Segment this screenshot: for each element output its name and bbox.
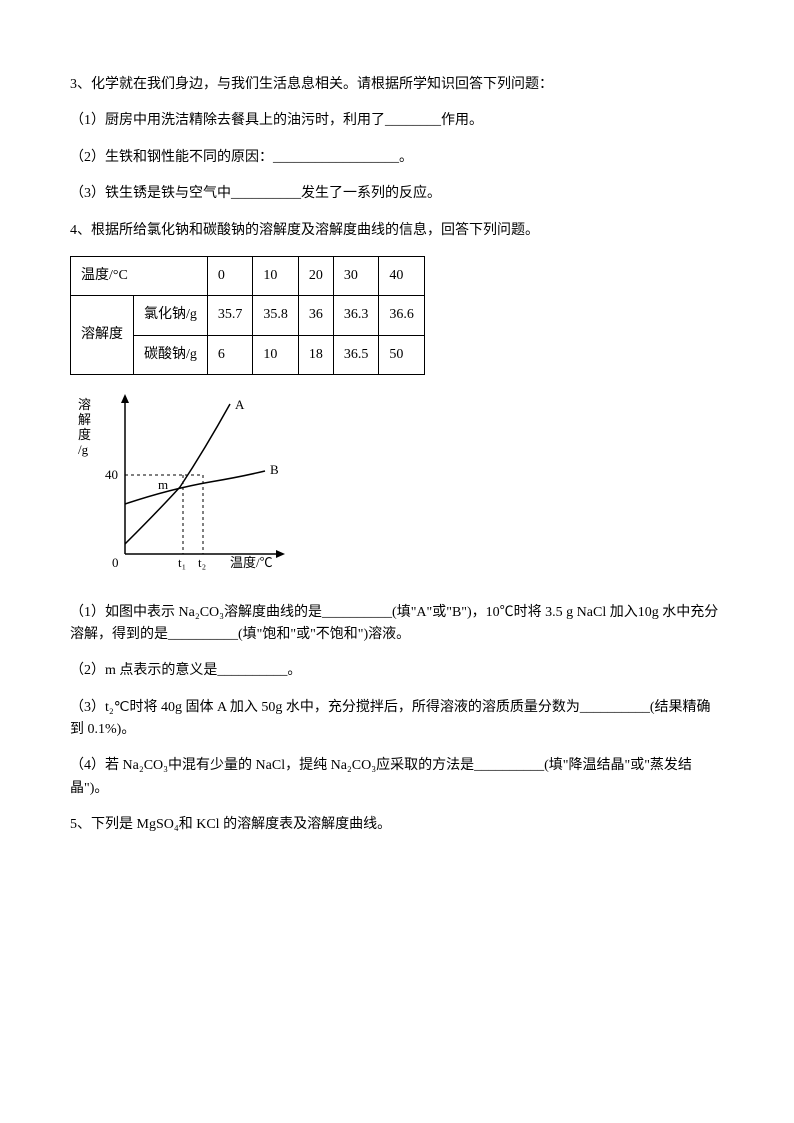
- q4-part4: （4）若 Na₂CO₃中混有少量的 NaCl，提纯 Na₂CO₃应采取的方法是_…: [70, 755, 724, 800]
- q3-part3: （3）铁生锈是铁与空气中__________发生了一系列的反应。: [70, 183, 724, 205]
- nacl-cell: 36.6: [379, 296, 425, 335]
- solubility-table: 温度/°C 0 10 20 30 40 溶解度 氯化钠/g 35.7 35.8 …: [70, 256, 425, 375]
- solubility-header: 溶解度: [71, 296, 134, 375]
- nacl-cell: 35.7: [207, 296, 253, 335]
- temp-cell: 20: [298, 256, 333, 295]
- nacl-label: 氯化钠/g: [134, 296, 208, 335]
- q4-part1: （1）如图中表示 Na₂CO₃溶解度曲线的是__________(填"A"或"B…: [70, 602, 724, 647]
- q5-intro: 5、下列是 MgSO₄和 KCl 的溶解度表及溶解度曲线。: [70, 814, 724, 836]
- solubility-chart: 溶 解 度 /g 40 A B m 0 t₁ t₂ 温度/℃: [70, 389, 724, 587]
- x-arrow-icon: [276, 550, 285, 558]
- na2co3-cell: 10: [253, 335, 299, 374]
- curve-a-label: A: [235, 397, 245, 412]
- na2co3-cell: 50: [379, 335, 425, 374]
- y-label-1: 溶: [78, 397, 91, 412]
- table-row: 溶解度 氯化钠/g 35.7 35.8 36 36.3 36.6: [71, 296, 425, 335]
- nacl-cell: 35.8: [253, 296, 299, 335]
- temp-cell: 0: [207, 256, 253, 295]
- origin-label: 0: [112, 555, 119, 570]
- na2co3-cell: 18: [298, 335, 333, 374]
- na2co3-label: 碳酸钠/g: [134, 335, 208, 374]
- y-label-2: 解: [78, 412, 91, 427]
- x-tick-t2: t₂: [198, 555, 206, 570]
- temp-cell: 10: [253, 256, 299, 295]
- curve-b-label: B: [270, 462, 279, 477]
- y-label-3: 度: [78, 427, 91, 442]
- curve-b: [125, 471, 265, 504]
- q4-intro: 4、根据所给氯化钠和碳酸钠的溶解度及溶解度曲线的信息，回答下列问题。: [70, 220, 724, 242]
- curve-a: [125, 404, 230, 544]
- nacl-cell: 36: [298, 296, 333, 335]
- temp-cell: 30: [333, 256, 379, 295]
- x-label: 温度/℃: [230, 555, 273, 570]
- q4-part2: （2）m 点表示的意义是__________。: [70, 660, 724, 682]
- na2co3-cell: 36.5: [333, 335, 379, 374]
- q3-part2: （2）生铁和钢性能不同的原因：__________________。: [70, 147, 724, 169]
- chart-svg: 溶 解 度 /g 40 A B m 0 t₁ t₂ 温度/℃: [70, 389, 300, 579]
- m-point-label: m: [158, 477, 168, 492]
- y-arrow-icon: [121, 394, 129, 403]
- temp-header: 温度/°C: [71, 256, 208, 295]
- table-row: 温度/°C 0 10 20 30 40: [71, 256, 425, 295]
- x-tick-t1: t₁: [178, 555, 186, 570]
- na2co3-cell: 6: [207, 335, 253, 374]
- y-label-4: /g: [78, 442, 89, 457]
- q3-part1: （1）厨房中用洗洁精除去餐具上的油污时，利用了________作用。: [70, 110, 724, 132]
- q3-intro: 3、化学就在我们身边，与我们生活息息相关。请根据所学知识回答下列问题：: [70, 74, 724, 96]
- y-tick-40: 40: [105, 467, 118, 482]
- q4-part3: （3）t₂℃时将 40g 固体 A 加入 50g 水中，充分搅拌后，所得溶液的溶…: [70, 697, 724, 742]
- temp-cell: 40: [379, 256, 425, 295]
- nacl-cell: 36.3: [333, 296, 379, 335]
